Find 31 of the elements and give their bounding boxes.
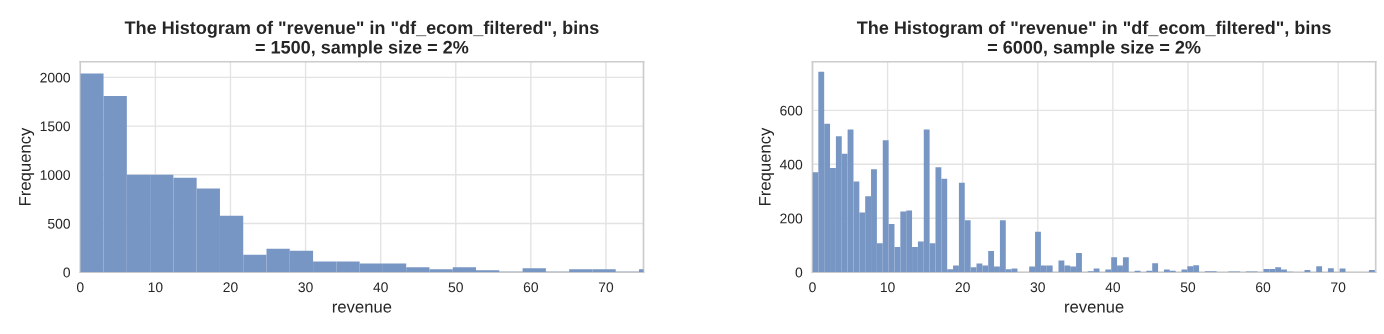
x-tick-label: 50 (1180, 282, 1196, 293)
x-tick-label: 30 (298, 282, 313, 293)
x-tick-label: 10 (880, 282, 895, 293)
y-tick-label: 1500 (40, 121, 71, 132)
x-tick-label: 70 (1331, 282, 1346, 293)
x-axis-title: revenue (1065, 303, 1124, 313)
chart-title: The Histogram of "revenue" in "df_ecom_filtered", bins = 6000, sample size = 2% (856, 20, 1331, 58)
y-axis-title: Frequency (19, 127, 35, 205)
x-tick-label: 30 (1030, 282, 1045, 293)
y-tick-label: 600 (780, 105, 803, 116)
chart-title: The Histogram of "revenue" in "df_ecom_filtered", bins = 1500, sample size = 2% (124, 20, 599, 58)
y-tick-label: 0 (795, 267, 803, 278)
x-tick-label: 10 (148, 282, 163, 293)
x-tick-label: 20 (223, 282, 238, 293)
x-tick-label: 40 (373, 282, 388, 293)
y-tick-label: 500 (47, 218, 71, 229)
x-tick-label: 60 (1256, 282, 1271, 293)
y-tick-label: 200 (780, 213, 803, 224)
x-tick-label: 0 (809, 282, 816, 293)
x-axis-title: revenue (332, 303, 392, 313)
x-tick-label: 20 (955, 282, 970, 293)
x-tick-label: 50 (448, 282, 463, 293)
x-tick-label: 40 (1105, 282, 1121, 293)
x-tick-label: 0 (76, 282, 84, 293)
x-tick-label: 70 (598, 282, 614, 293)
y-tick-label: 2000 (40, 72, 71, 83)
y-tick-label: 1000 (40, 170, 71, 180)
y-axis-title: Frequency (759, 127, 775, 205)
x-tick-label: 60 (523, 282, 539, 293)
y-tick-label: 400 (779, 159, 803, 170)
y-tick-label: 0 (63, 267, 71, 278)
